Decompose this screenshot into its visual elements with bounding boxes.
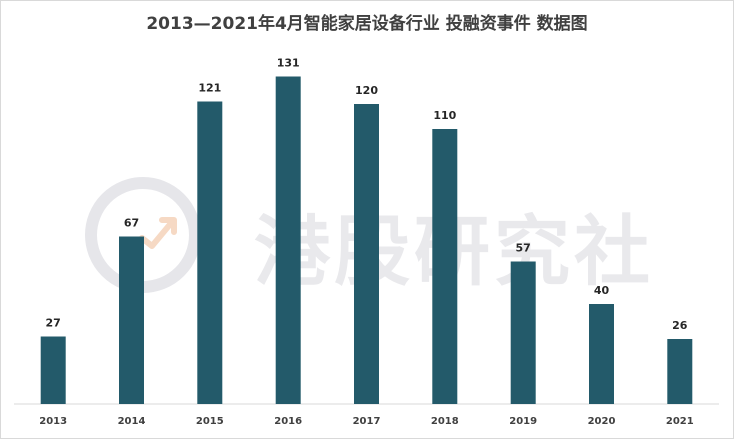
x-tick-label-2014: 2014 — [118, 416, 146, 427]
data-label-2014: 67 — [124, 217, 139, 230]
data-label-2013: 27 — [46, 317, 61, 330]
data-label-2019: 57 — [516, 242, 531, 255]
data-label-2016: 131 — [277, 57, 300, 70]
bar-2017 — [354, 104, 379, 404]
x-tick-label-2017: 2017 — [353, 416, 381, 427]
data-label-2020: 40 — [594, 284, 610, 297]
x-tick-label-2015: 2015 — [196, 416, 224, 427]
bars-group — [40, 76, 693, 404]
bar-2021 — [667, 339, 693, 404]
bar-2014 — [119, 236, 144, 404]
bar-2018 — [432, 129, 458, 404]
x-tick-label-2018: 2018 — [431, 416, 459, 427]
bar-2019 — [510, 261, 536, 404]
bar-2013 — [40, 336, 66, 404]
data-label-2021: 26 — [672, 319, 688, 332]
x-tick-labels-group: 2013 2014 2015 2016 2017 2018 2019 2020 2021 — [39, 416, 693, 427]
bar-2020 — [589, 304, 614, 404]
data-labels-group: 27 67 121 131 120 110 57 40 26 — [46, 57, 688, 333]
x-tick-label-2020: 2020 — [588, 416, 616, 427]
x-tick-label-2013: 2013 — [39, 416, 67, 427]
bar-2016 — [275, 76, 301, 404]
bar-2015 — [197, 101, 223, 404]
data-label-2018: 110 — [433, 109, 456, 122]
data-label-2015: 121 — [198, 82, 221, 95]
x-tick-label-2021: 2021 — [666, 416, 694, 427]
data-label-2017: 120 — [355, 84, 378, 97]
x-tick-label-2019: 2019 — [509, 416, 537, 427]
chart-title: 2013—2021年4月智能家居设备行业 投融资事件 数据图 — [146, 14, 588, 34]
x-tick-label-2016: 2016 — [274, 416, 302, 427]
